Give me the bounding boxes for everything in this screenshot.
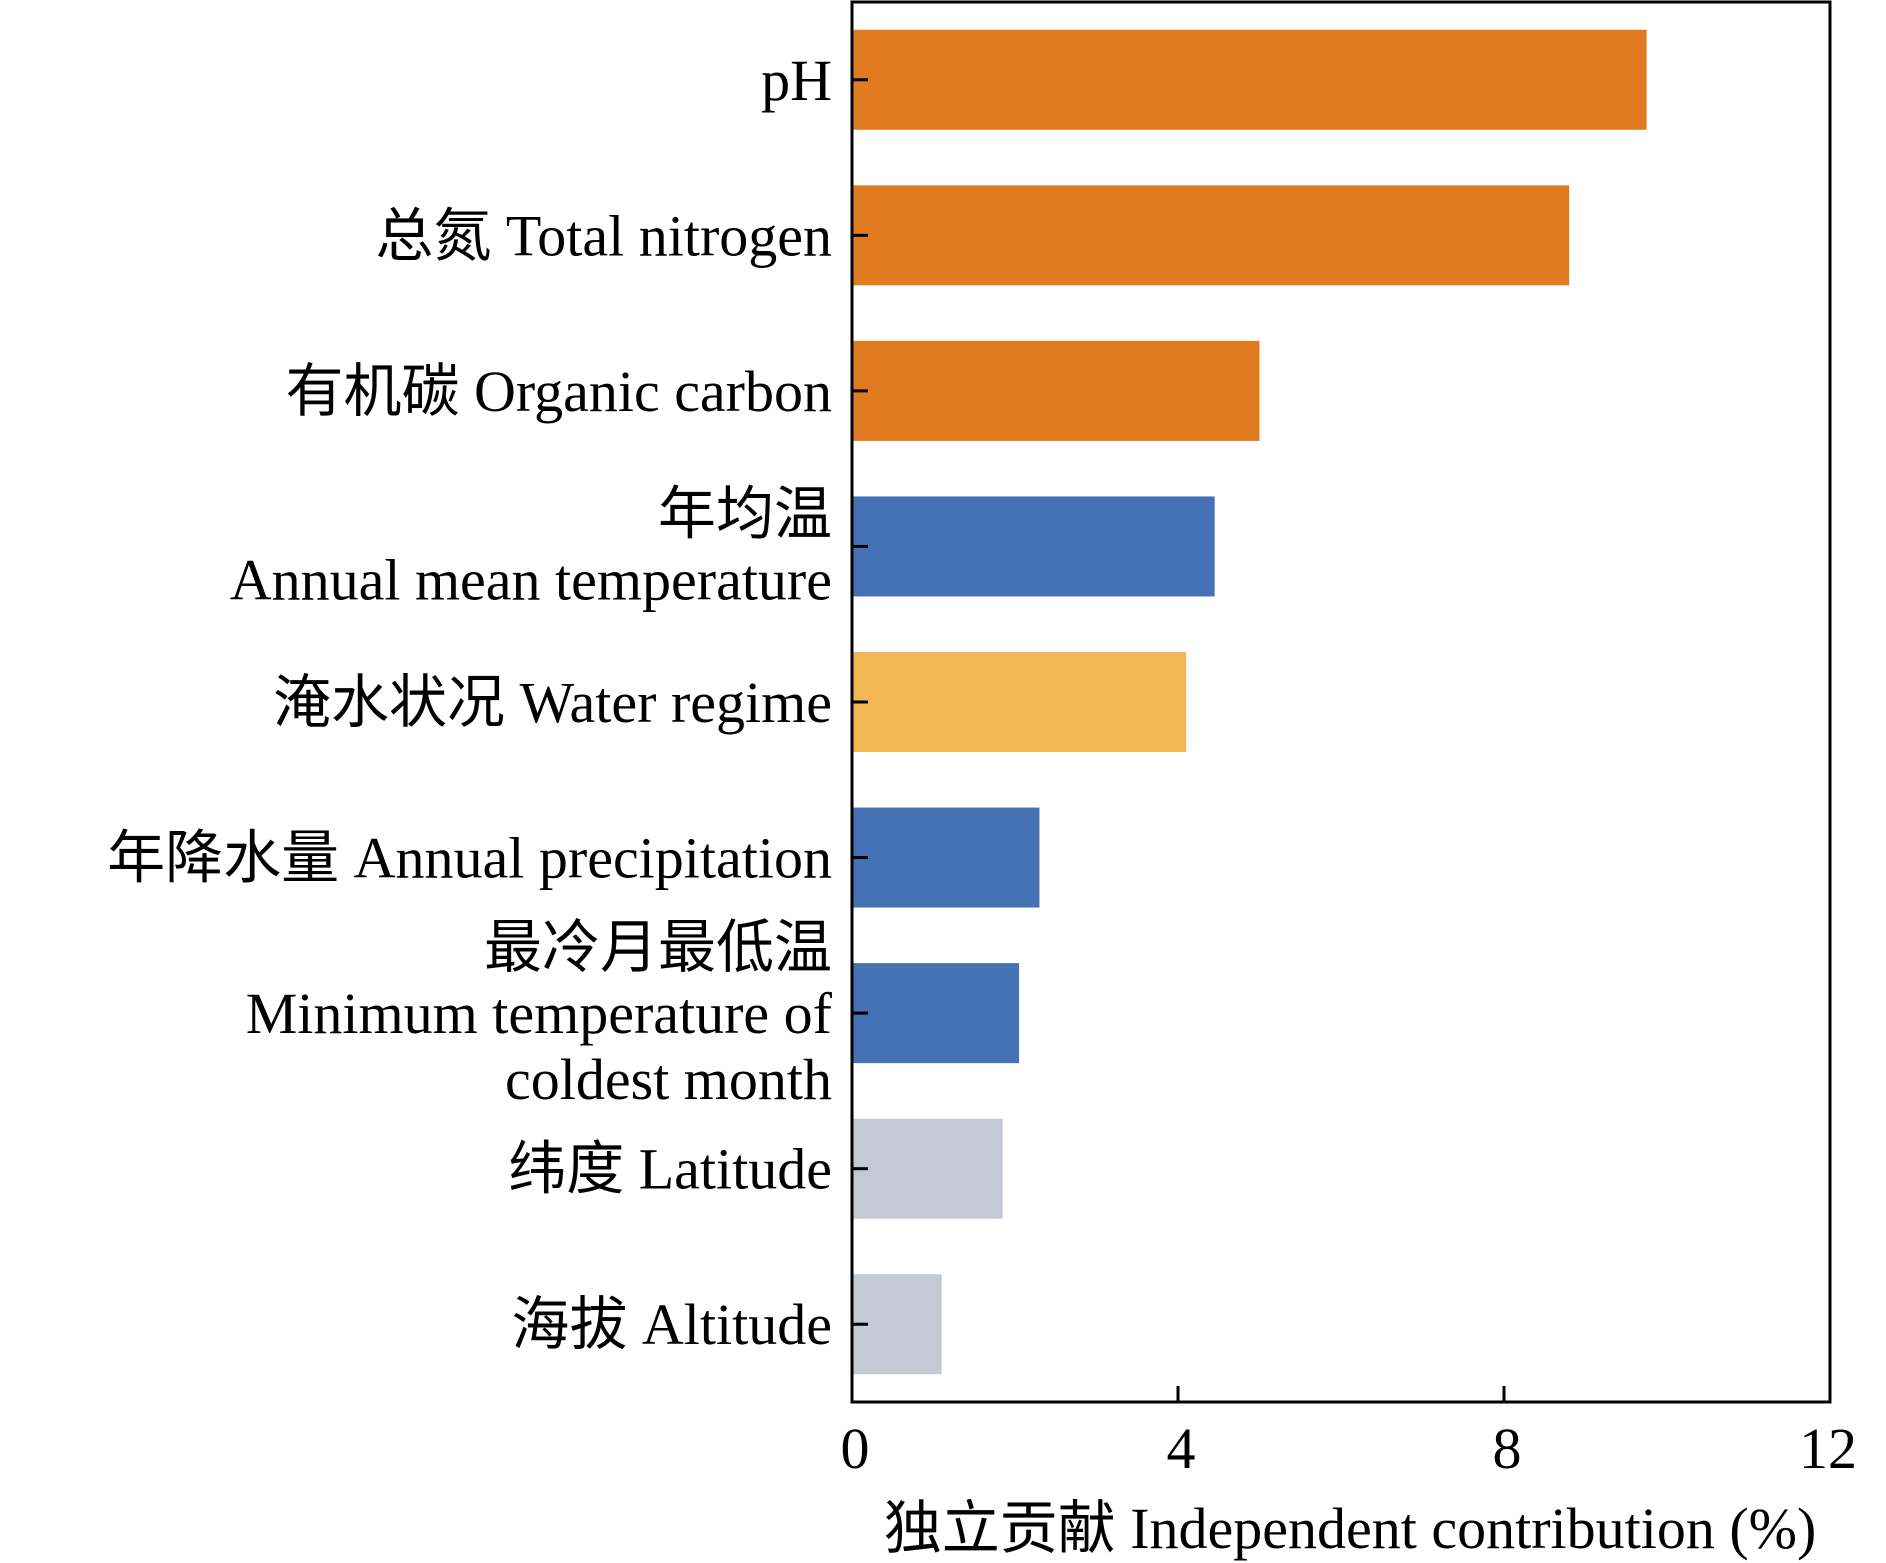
x-tick-label-3: 12 <box>1799 1416 1857 1481</box>
category-labels-group: pH 总氮 Total nitrogen 有机碳 Organic carbon 年均温… <box>107 48 833 1357</box>
category-label-line: Minimum temperature of <box>246 981 833 1046</box>
category-label-6: 最冷月最低温 Minimum temperature of coldest mont… <box>246 915 833 1112</box>
bar-4 <box>852 652 1187 752</box>
category-label-line: 最冷月最低温 <box>484 915 832 980</box>
category-label-line: 年降水量 Annual precipitation <box>107 826 832 891</box>
category-label-line: 淹水状况 Water regime <box>273 670 832 735</box>
bar-6 <box>852 963 1020 1064</box>
category-label-5: 年降水量 Annual precipitation <box>107 826 832 891</box>
bar-0 <box>852 29 1647 130</box>
bar-3 <box>852 496 1215 597</box>
category-label-3: 年均温 Annual mean temperature <box>230 481 832 612</box>
category-label-0: pH <box>761 48 832 113</box>
category-label-line: pH <box>761 48 832 113</box>
bar-2 <box>852 340 1260 441</box>
x-tick-label-0: 0 <box>841 1416 870 1481</box>
x-axis-title: 独立贡献 Independent contribution (%) <box>884 1496 1817 1561</box>
category-label-line: Annual mean temperature <box>230 547 832 612</box>
category-label-4: 淹水状况 Water regime <box>273 670 832 735</box>
category-label-line: 有机碳 Organic carbon <box>285 359 832 424</box>
bar-1 <box>852 185 1570 286</box>
bars-group <box>852 29 1647 1375</box>
bar-7 <box>852 1118 1003 1219</box>
category-label-line: 总氮 Total nitrogen <box>375 203 832 268</box>
x-tick-label-2: 8 <box>1493 1416 1522 1481</box>
category-label-1: 总氮 Total nitrogen <box>375 203 832 268</box>
ticks-group: 0 4 8 12 <box>841 78 1857 1481</box>
category-label-line: 纬度 Latitude <box>508 1137 832 1202</box>
category-label-2: 有机碳 Organic carbon <box>285 359 832 424</box>
category-label-7: 纬度 Latitude <box>508 1137 832 1202</box>
category-label-line: 海拔 Altitude <box>511 1292 832 1357</box>
category-label-8: 海拔 Altitude <box>511 1292 832 1357</box>
bar-5 <box>852 807 1040 908</box>
x-tick-label-1: 4 <box>1167 1416 1196 1481</box>
category-label-line: coldest month <box>505 1047 832 1112</box>
category-label-line: 年均温 <box>658 481 832 546</box>
